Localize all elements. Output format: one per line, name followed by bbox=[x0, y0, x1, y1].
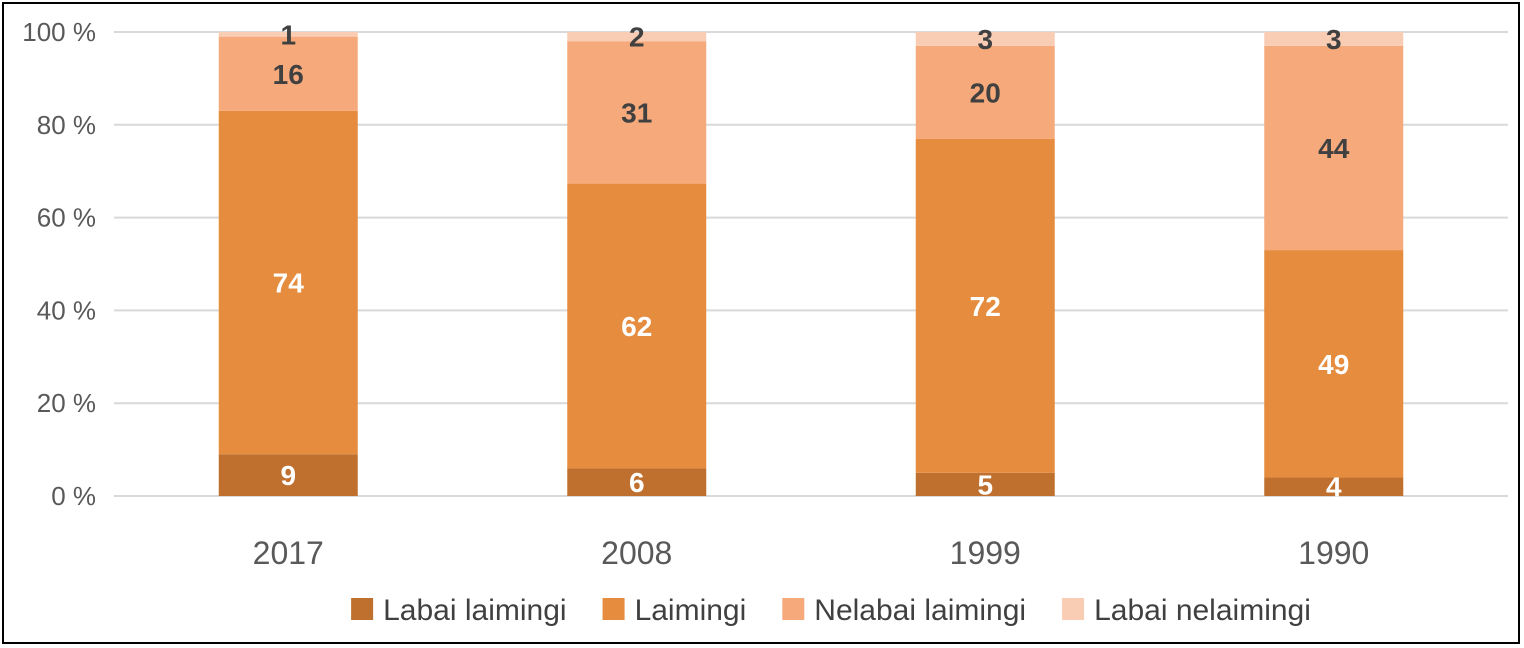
y-tick-label: 100 % bbox=[22, 17, 96, 47]
y-tick-label: 20 % bbox=[37, 388, 96, 418]
y-tick-label: 40 % bbox=[37, 295, 96, 325]
x-tick-label: 2017 bbox=[253, 535, 324, 571]
bar-segment bbox=[1264, 45, 1404, 251]
stacked-bar-chart: 0 %20 %40 %60 %80 %100 % 974161662312572… bbox=[22, 17, 1508, 627]
y-tick-label: 80 % bbox=[37, 110, 96, 140]
data-label: 49 bbox=[1318, 349, 1349, 380]
data-label: 31 bbox=[621, 97, 652, 128]
data-label: 1 bbox=[280, 19, 296, 50]
data-label: 3 bbox=[977, 24, 993, 55]
bar-segment bbox=[567, 183, 707, 469]
x-tick-label: 1999 bbox=[950, 535, 1021, 571]
bar-segment bbox=[915, 472, 1055, 496]
y-axis-ticks: 0 % 20 % 40 % 60 % 80 % 100 % bbox=[22, 17, 96, 511]
x-axis-ticks: 2017 2008 1999 1990 bbox=[253, 535, 1370, 571]
bar-segment bbox=[218, 36, 358, 111]
bar-segment bbox=[567, 468, 707, 496]
data-label: 9 bbox=[280, 460, 296, 491]
data-label: 6 bbox=[629, 467, 645, 498]
x-tick-label: 1990 bbox=[1298, 535, 1369, 571]
data-label: 4 bbox=[1326, 472, 1342, 503]
data-label: 44 bbox=[1318, 133, 1350, 164]
bar-segment bbox=[915, 138, 1055, 473]
legend-label: Labai laimingi bbox=[383, 594, 566, 627]
legend-swatch bbox=[351, 598, 374, 620]
legend-label: Nelabai laimingi bbox=[814, 594, 1026, 627]
x-tick-label: 2008 bbox=[601, 535, 672, 571]
bar-segment bbox=[218, 32, 358, 37]
data-label: 74 bbox=[273, 268, 305, 299]
legend-label: Laimingi bbox=[635, 594, 747, 627]
legend-swatch bbox=[602, 598, 625, 620]
bar-segment bbox=[1264, 32, 1404, 46]
bar-segment bbox=[567, 41, 707, 184]
data-label: 5 bbox=[977, 469, 993, 500]
data-label: 2 bbox=[629, 22, 645, 53]
legend: Labai laimingi Laimingi Nelabai laimingi La… bbox=[351, 594, 1311, 627]
bar-segment bbox=[567, 32, 707, 42]
bar-segment bbox=[218, 110, 358, 455]
bar-segment bbox=[1264, 250, 1404, 478]
data-label: 72 bbox=[970, 291, 1001, 322]
y-tick-label: 0 % bbox=[51, 481, 96, 511]
bar-segment bbox=[915, 45, 1055, 139]
bar-segment bbox=[218, 454, 358, 496]
data-label: 20 bbox=[970, 77, 1001, 108]
bar-segment bbox=[915, 32, 1055, 46]
data-label: 16 bbox=[273, 59, 304, 90]
legend-swatch bbox=[1062, 598, 1085, 620]
legend-swatch bbox=[782, 598, 805, 620]
y-tick-label: 60 % bbox=[37, 203, 96, 233]
data-label: 62 bbox=[621, 311, 652, 342]
legend-label: Labai nelaimingi bbox=[1094, 594, 1311, 627]
data-label: 3 bbox=[1326, 24, 1342, 55]
bar-segment bbox=[1264, 477, 1404, 496]
